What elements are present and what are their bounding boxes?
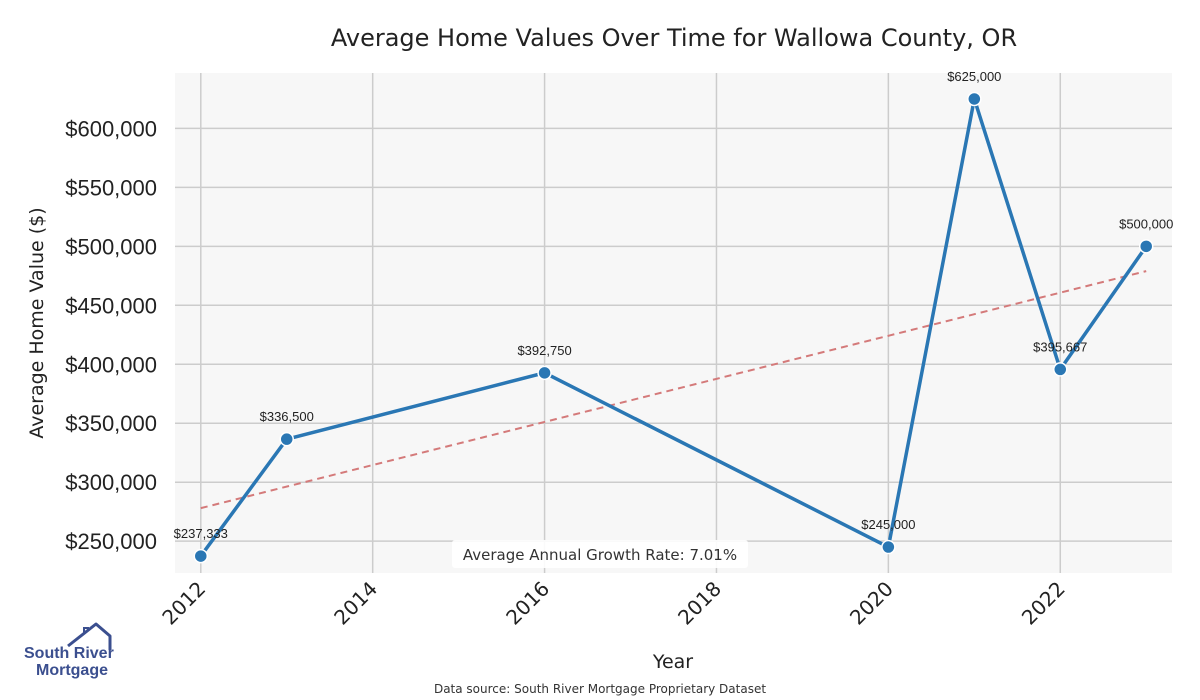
data-labels: $237,333 $336,500 $392,750 $245,000 $625,000… [174, 69, 1174, 541]
data-point [1053, 362, 1068, 377]
data-label: $392,750 [517, 343, 571, 358]
house-chimney-icon [83, 627, 89, 634]
y-tick-label: $500,000 [65, 234, 157, 259]
x-tick-label: 2012 [157, 577, 210, 630]
logo-line2: Mortgage [36, 662, 108, 679]
y-axis-ticks: $250,000 $300,000 $350,000 $400,000 $450,000… [65, 116, 157, 554]
data-point [279, 431, 294, 447]
y-tick-label: $450,000 [65, 293, 157, 318]
x-tick-label: 2022 [1017, 577, 1070, 630]
data-point [193, 548, 209, 564]
trend-line [200, 270, 1147, 510]
data-label: $336,500 [260, 409, 314, 424]
data-point [967, 91, 982, 107]
data-label: $237,333 [174, 526, 228, 541]
data-points [193, 91, 1154, 564]
logo-line1: South River [24, 645, 114, 662]
y-tick-label: $400,000 [65, 352, 157, 377]
data-label: $245,000 [861, 517, 915, 532]
x-axis-label: Year [652, 651, 693, 673]
logo: South River Mortgage [24, 622, 114, 679]
data-source: Data source: South River Mortgage Propri… [434, 682, 766, 696]
y-tick-label: $550,000 [65, 175, 157, 200]
x-tick-label: 2020 [845, 577, 898, 630]
plot-area [175, 73, 1172, 573]
house-roof-icon [67, 622, 112, 650]
data-label: $500,000 [1119, 216, 1173, 231]
y-tick-label: $600,000 [65, 116, 157, 141]
data-point [881, 539, 896, 555]
chart-title: Average Home Values Over Time for Wallow… [331, 24, 1017, 52]
y-tick-label: $350,000 [65, 411, 157, 436]
data-point [1138, 239, 1154, 254]
x-tick-label: 2018 [673, 577, 726, 630]
x-tick-label: 2016 [501, 577, 554, 630]
growth-annotation-box [452, 540, 748, 568]
data-label: $625,000 [947, 69, 1001, 84]
x-axis-ticks: 2012 2014 2016 2018 2020 2022 [157, 577, 1069, 630]
data-label: $395,667 [1033, 339, 1087, 354]
y-tick-label: $250,000 [65, 529, 157, 554]
x-tick-label: 2014 [329, 577, 382, 630]
grid [175, 73, 1172, 573]
data-point [537, 365, 552, 381]
growth-annotation: Average Annual Growth Rate: 7.01% [463, 546, 737, 564]
y-tick-label: $300,000 [65, 470, 157, 495]
y-axis-label: Average Home Value ($) [26, 207, 48, 438]
